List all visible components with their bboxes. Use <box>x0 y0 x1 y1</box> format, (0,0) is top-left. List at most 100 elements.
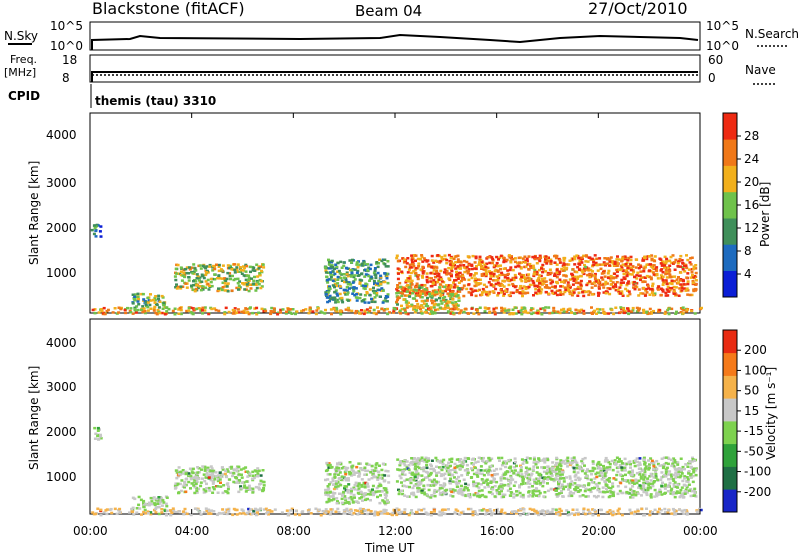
velocity-cell <box>528 482 532 486</box>
power-cell <box>440 255 444 259</box>
power-cell <box>223 311 227 314</box>
velocity-cell <box>635 471 639 475</box>
power-cell <box>635 282 639 285</box>
power-cell <box>207 288 211 291</box>
velocity-cell <box>632 490 636 493</box>
velocity-cell <box>137 495 141 499</box>
velocity-cell <box>440 486 444 490</box>
power-cell <box>511 291 515 295</box>
power-cell <box>433 293 437 297</box>
power-cell <box>686 289 690 292</box>
power-cell <box>414 274 418 277</box>
power-cell <box>642 270 646 273</box>
velocity-cell <box>99 433 102 437</box>
power-cell <box>669 255 673 259</box>
velocity-cell <box>352 512 356 515</box>
power-cell <box>650 254 654 257</box>
velocity-cell <box>355 465 359 469</box>
power-cell <box>175 287 179 290</box>
power-cell <box>444 298 448 302</box>
velocity-cell <box>630 473 634 477</box>
velocity-cell <box>376 476 380 479</box>
velocity-cell <box>621 474 624 478</box>
velocity-cell <box>209 471 212 474</box>
velocity-cell <box>598 474 602 477</box>
power-cell <box>462 294 466 298</box>
power-cell <box>386 295 390 299</box>
velocity-cell <box>631 481 635 484</box>
power-cell <box>544 255 548 258</box>
power-ylabel: Slant Range [km] <box>27 161 41 265</box>
power-cell <box>131 293 135 296</box>
power-cell <box>416 257 420 261</box>
velocity-cell <box>611 485 615 488</box>
power-cell <box>676 262 680 265</box>
power-cell <box>381 301 385 304</box>
velocity-cell <box>499 467 503 471</box>
velocity-cell <box>648 466 651 470</box>
velocity-cell <box>664 471 668 474</box>
power-cell <box>235 311 239 314</box>
power-cell <box>490 275 494 278</box>
velocity-cell <box>457 481 461 485</box>
velocity-cell <box>210 476 214 479</box>
velocity-cell <box>689 476 693 479</box>
velocity-cell <box>96 426 100 430</box>
velocity-cell <box>631 485 635 488</box>
power-cell <box>673 290 676 293</box>
power-cell <box>665 276 669 279</box>
power-cell <box>580 308 584 312</box>
power-cell <box>141 305 145 308</box>
velocity-cell <box>649 486 653 489</box>
velocity-cell <box>537 457 541 461</box>
power-cell <box>493 311 497 314</box>
velocity-cell <box>461 510 465 514</box>
velocity-cell <box>413 461 417 464</box>
velocity-cell <box>436 460 440 463</box>
power-cell <box>446 300 450 303</box>
velocity-cell <box>519 495 523 498</box>
power-cell <box>143 310 147 313</box>
power-cell <box>548 268 552 271</box>
velocity-cell <box>532 493 536 496</box>
power-cell <box>140 292 144 296</box>
power-cell <box>358 280 362 284</box>
power-cell <box>212 264 216 268</box>
power-cell <box>249 287 253 290</box>
velocity-cell <box>248 487 252 490</box>
power-cell <box>210 284 214 288</box>
power-cell <box>404 279 408 282</box>
velocity-cell <box>586 483 590 487</box>
power-cell <box>152 309 156 312</box>
velocity-cell <box>147 501 151 504</box>
power-cell <box>242 265 245 268</box>
power-cell <box>688 293 692 297</box>
velocity-cell <box>558 462 562 465</box>
power-cell <box>670 282 674 286</box>
power-cell <box>681 278 685 282</box>
velocity-cell <box>360 478 364 481</box>
power-cell <box>366 269 370 272</box>
velocity-cell <box>560 491 563 494</box>
power-cell <box>103 312 107 316</box>
power-cell <box>597 294 600 297</box>
velocity-cell <box>427 474 431 478</box>
power-cell <box>333 283 337 286</box>
power-cell <box>497 276 501 280</box>
power-cell <box>196 275 200 278</box>
power-cell <box>235 268 239 271</box>
velocity-cell <box>557 492 561 495</box>
velocity-cell <box>317 508 321 511</box>
power-cell <box>136 308 140 312</box>
velocity-cell <box>425 460 429 464</box>
velocity-cell <box>679 457 683 460</box>
velocity-cell <box>661 481 664 484</box>
velocity-cell <box>464 460 468 463</box>
velocity-cell <box>475 484 479 488</box>
velocity-cell <box>200 468 203 471</box>
power-cell <box>522 306 526 309</box>
velocity-cell <box>500 482 504 486</box>
velocity-cell <box>176 482 180 486</box>
velocity-cell <box>339 483 343 487</box>
power-cell <box>577 291 581 294</box>
